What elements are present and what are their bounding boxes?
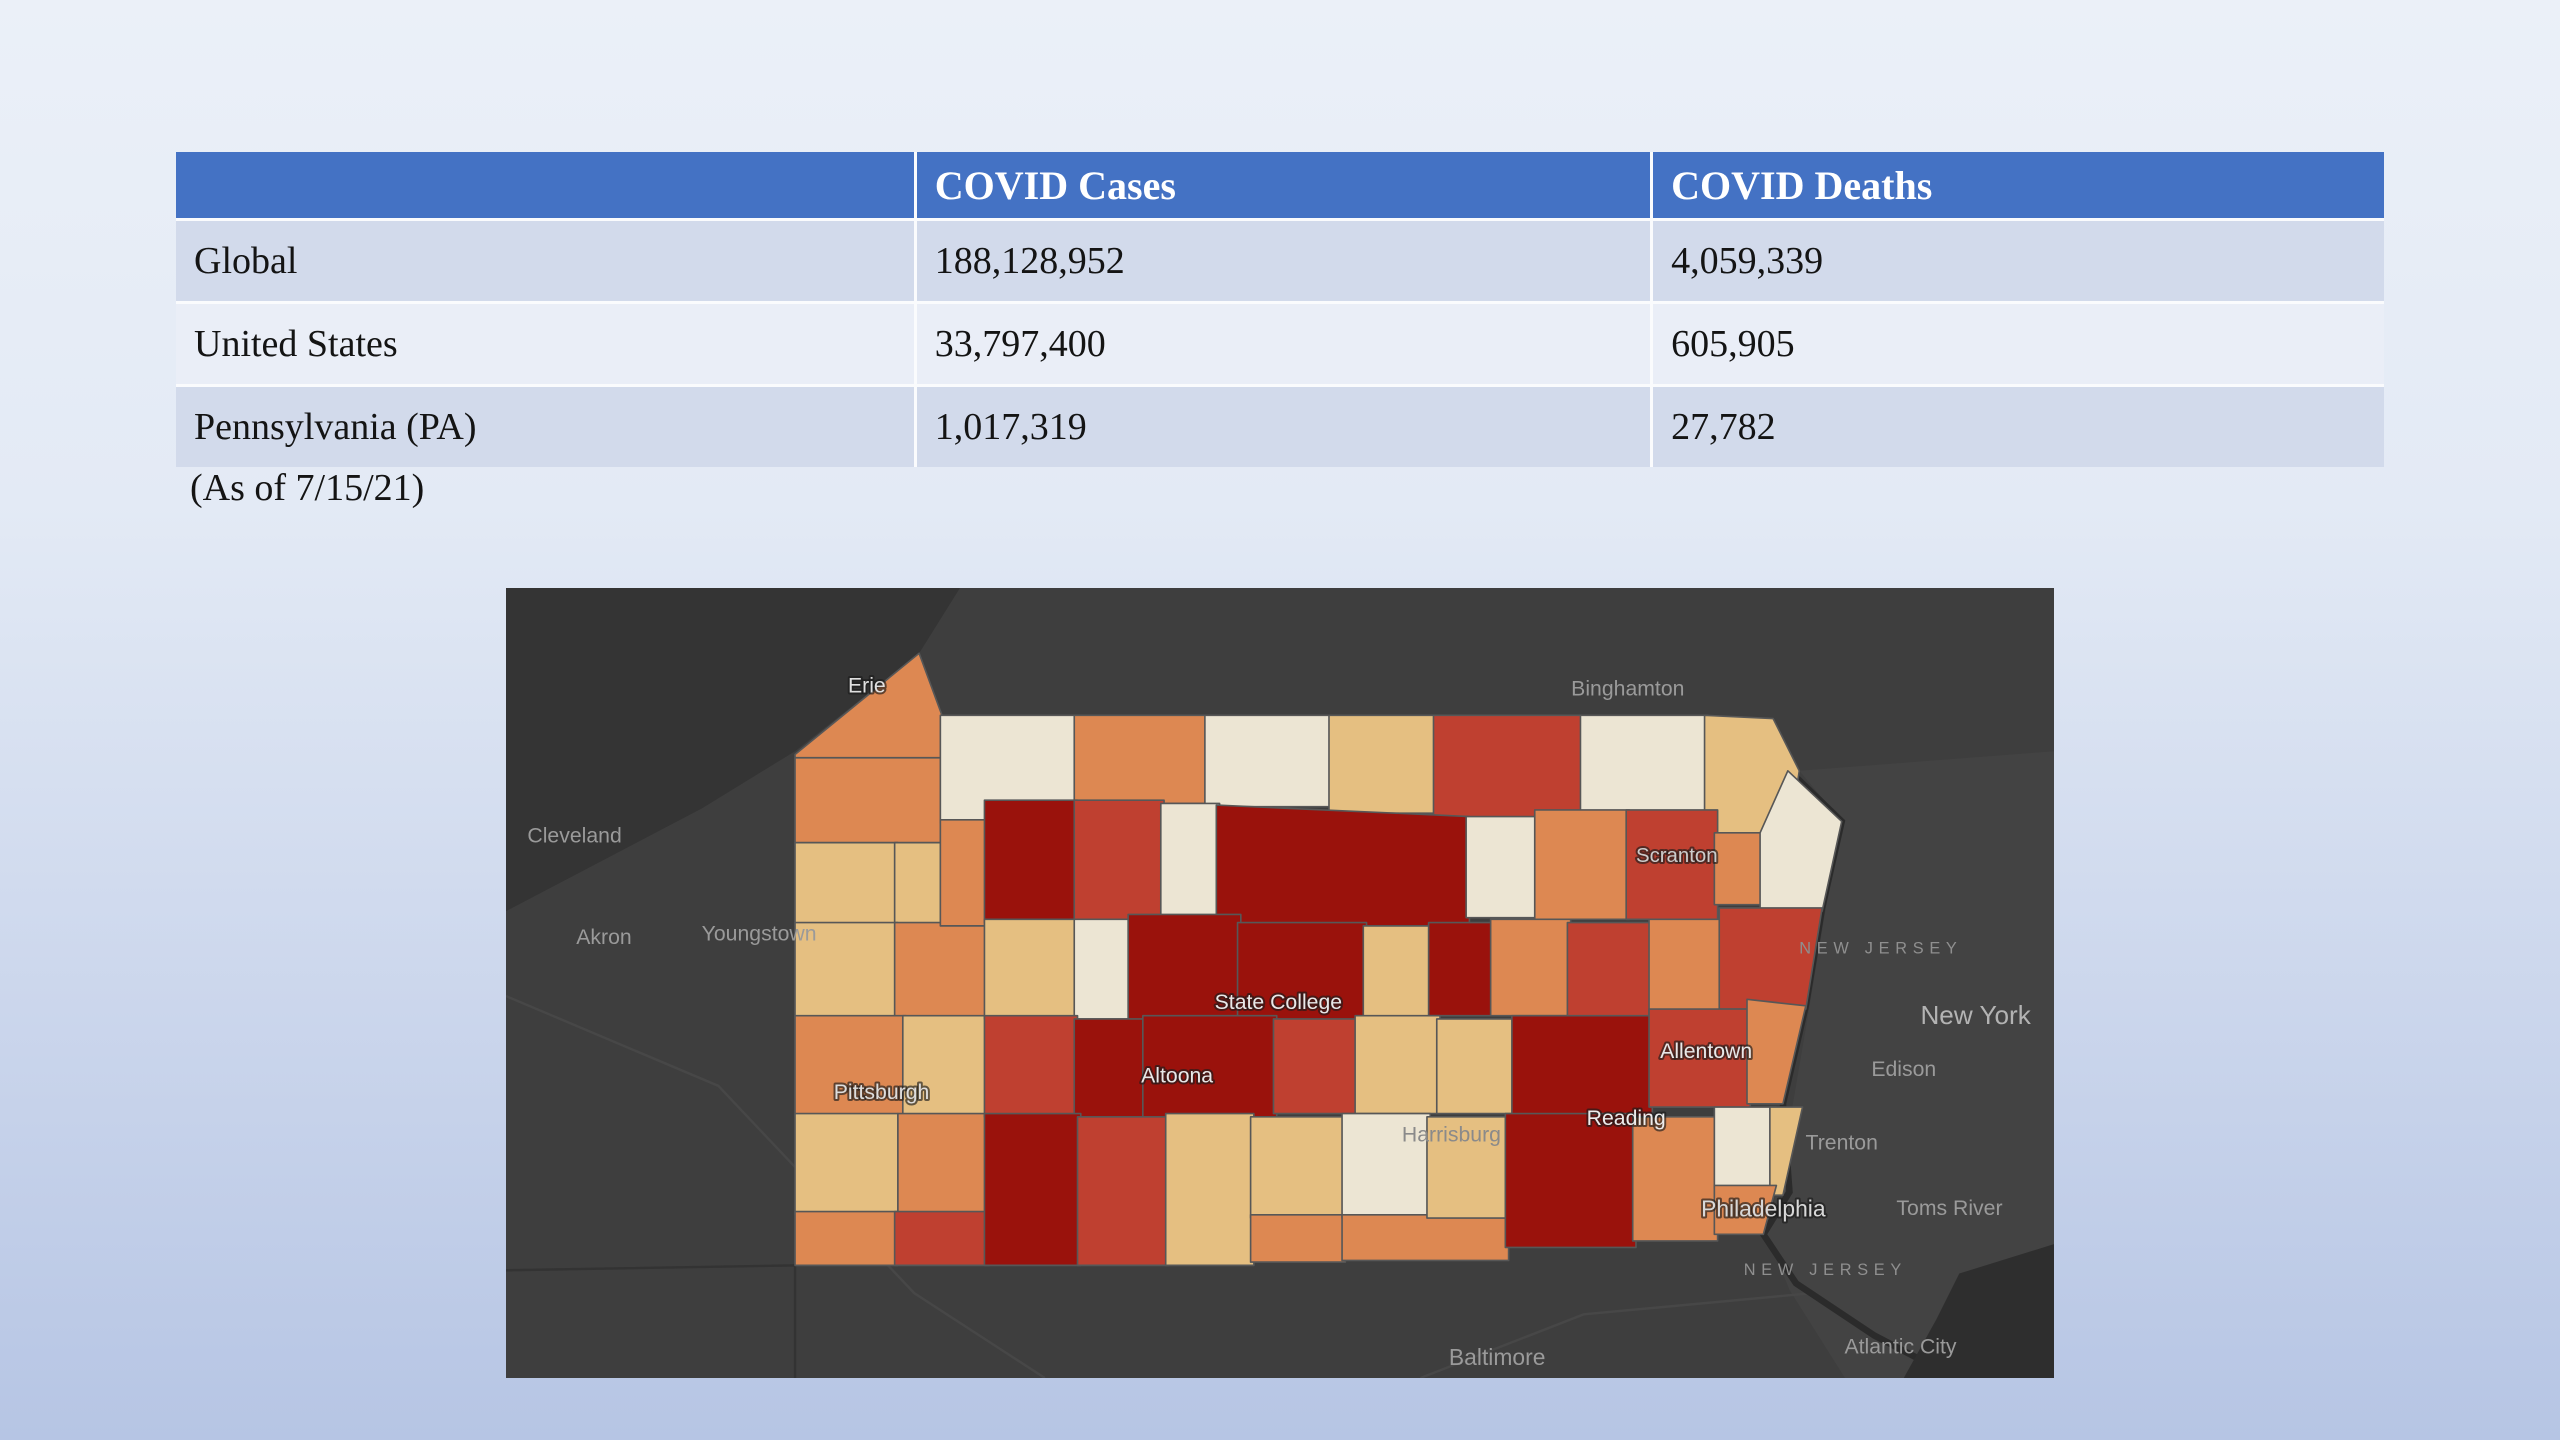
map-label-new-jersey-north: NEW JERSEY: [1799, 940, 1962, 958]
atlantic-water: [1903, 1244, 2054, 1378]
county: [1435, 1018, 1516, 1115]
pa-map-svg: Erie Binghamton Cleveland Akron Youngsto…: [506, 588, 2054, 1378]
county: [983, 1014, 1079, 1118]
county: [1249, 1213, 1347, 1263]
neighbor-region: [1766, 751, 2054, 1378]
table-cell-cases: 188,128,952: [917, 221, 1654, 301]
county: [1164, 1112, 1255, 1267]
map-label-allentown: Allentown: [1660, 1040, 1752, 1063]
county: [893, 1210, 991, 1267]
county: [897, 1112, 991, 1216]
map-label-philadelphia: Philadelphia: [1701, 1195, 1826, 1221]
county: [794, 841, 899, 927]
county: [1713, 1184, 1778, 1236]
county: [1249, 1116, 1347, 1219]
county: [1489, 918, 1572, 1017]
map-label-scranton: Scranton: [1636, 845, 1718, 867]
county: [1511, 1014, 1654, 1121]
county: [1432, 714, 1585, 824]
county: [1427, 921, 1495, 1017]
county: [1073, 714, 1209, 805]
table-cell-label: Pennsylvania (PA): [176, 387, 917, 467]
table-cell-label: Global: [176, 221, 917, 301]
county: [794, 1112, 899, 1216]
county: [1073, 918, 1133, 1020]
map-label-atlantic-city: Atlantic City: [1844, 1336, 1956, 1359]
covid-stats-table: COVID Cases COVID Deaths Global 188,128,…: [176, 152, 2384, 467]
map-label-edison: Edison: [1871, 1058, 1936, 1081]
map-label-toms-river: Toms River: [1896, 1197, 2002, 1220]
table-row: Pennsylvania (PA) 1,017,319 27,782: [176, 387, 2384, 467]
county: [983, 1112, 1082, 1267]
county: [1718, 907, 1823, 1010]
county: [794, 1210, 899, 1267]
lake-erie: [506, 588, 960, 912]
map-label-cleveland: Cleveland: [527, 825, 621, 848]
county: [1204, 714, 1334, 808]
table-header-cell-deaths: COVID Deaths: [1671, 162, 1933, 208]
table-cell-cases: 1,017,319: [917, 387, 1654, 467]
table-cell-deaths: 4,059,339: [1671, 240, 1824, 282]
county: [1073, 1018, 1147, 1121]
county: [983, 918, 1079, 1020]
county-layer: [794, 652, 1843, 1267]
map-label-trenton: Trenton: [1806, 1131, 1878, 1154]
county: [1746, 998, 1807, 1105]
county: [1159, 802, 1221, 921]
table-header-cell-cases: COVID Cases: [917, 152, 1654, 218]
county: [1362, 925, 1433, 1020]
county: [1465, 815, 1539, 919]
map-label-pittsburgh: Pittsburgh: [834, 1081, 930, 1104]
map-label-new-jersey-south: NEW JERSEY: [1744, 1261, 1907, 1279]
county: [794, 756, 943, 847]
map-label-youngstown: Youngstown: [702, 923, 817, 946]
table-cell-deaths: 27,782: [1671, 406, 1776, 448]
county: [1215, 804, 1471, 927]
road-line: [1419, 1291, 1813, 1378]
map-label-harrisburg: Harrisburg: [1402, 1123, 1501, 1146]
pa-covid-map: Erie Binghamton Cleveland Akron Youngsto…: [506, 588, 2054, 1378]
county: [1504, 1112, 1637, 1249]
table-cell-cases: 33,797,400: [917, 304, 1654, 384]
map-label-reading: Reading: [1587, 1107, 1666, 1130]
table-cell-label: United States: [176, 304, 917, 384]
table-header-cell-blank: [176, 152, 917, 218]
county: [1769, 1106, 1804, 1197]
county: [983, 799, 1079, 924]
map-label-akron: Akron: [576, 926, 631, 949]
county: [1713, 1106, 1778, 1190]
map-label-erie: Erie: [848, 674, 886, 697]
map-label-binghamton: Binghamton: [1571, 678, 1684, 701]
map-label-state-college: State College: [1215, 991, 1342, 1014]
county: [1579, 714, 1709, 815]
county: [1328, 714, 1438, 815]
county: [939, 818, 989, 927]
map-label-baltimore: Baltimore: [1449, 1344, 1546, 1370]
county: [1272, 1018, 1360, 1115]
table-cell-deaths: 605,905: [1671, 323, 1795, 365]
table-row: Global 188,128,952 4,059,339: [176, 221, 2384, 301]
table-footnote: (As of 7/15/21): [190, 467, 425, 509]
table-row: United States 33,797,400 605,905: [176, 304, 2384, 384]
map-label-new-york: New York: [1920, 1000, 2031, 1030]
county: [893, 921, 991, 1020]
table-header-row: COVID Cases COVID Deaths: [176, 152, 2384, 218]
county: [1354, 1014, 1441, 1115]
county: [1631, 1116, 1719, 1242]
county: [1073, 799, 1165, 924]
county: [1566, 921, 1654, 1020]
map-label-altoona: Altoona: [1141, 1065, 1213, 1088]
county: [1648, 918, 1724, 1017]
county: [1533, 809, 1631, 921]
county: [1341, 1213, 1510, 1262]
county: [1076, 1116, 1170, 1267]
